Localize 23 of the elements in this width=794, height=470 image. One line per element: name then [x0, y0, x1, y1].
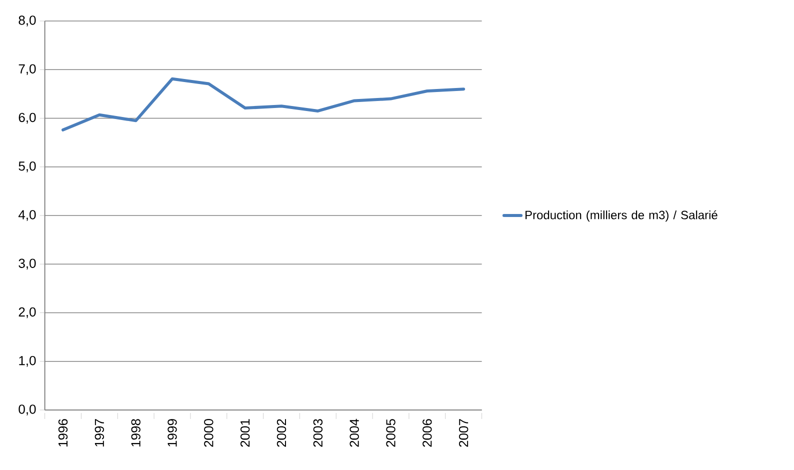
legend-label: Production (milliers de m3) / Salarié — [526, 210, 718, 222]
x-tick-label: 2006 — [422, 419, 432, 447]
y-tick-label: 6,0 — [18, 112, 36, 124]
x-tick-label: 2001 — [240, 419, 250, 447]
y-tick-label: 8,0 — [18, 16, 36, 26]
x-tick-label: 2002 — [276, 419, 286, 447]
line-series — [62, 77, 466, 132]
y-tick-label: 7,0 — [18, 64, 36, 75]
x-tick-label: 2004 — [350, 418, 359, 447]
x-tick-label: 1999 — [168, 419, 177, 446]
x-tick-label: 1998 — [131, 419, 140, 446]
y-tick-label: 0,0 — [18, 404, 36, 416]
x-tick-label: 2000 — [204, 419, 214, 447]
x-tick-label: 2003 — [313, 419, 323, 447]
x-tick-label: 2005 — [386, 419, 396, 447]
x-tick-label: 1996 — [58, 419, 68, 446]
y-tick-label: 2,0 — [18, 307, 36, 318]
y-tick-label: 4,0 — [18, 210, 36, 221]
y-tick-label: 5,0 — [18, 161, 36, 172]
x-tick-label: 2007 — [458, 419, 468, 447]
x-tick-label: 1997 — [94, 419, 104, 446]
y-tick-label: 1,0 — [19, 356, 36, 367]
y-tick-label: 3,0 — [18, 258, 36, 270]
